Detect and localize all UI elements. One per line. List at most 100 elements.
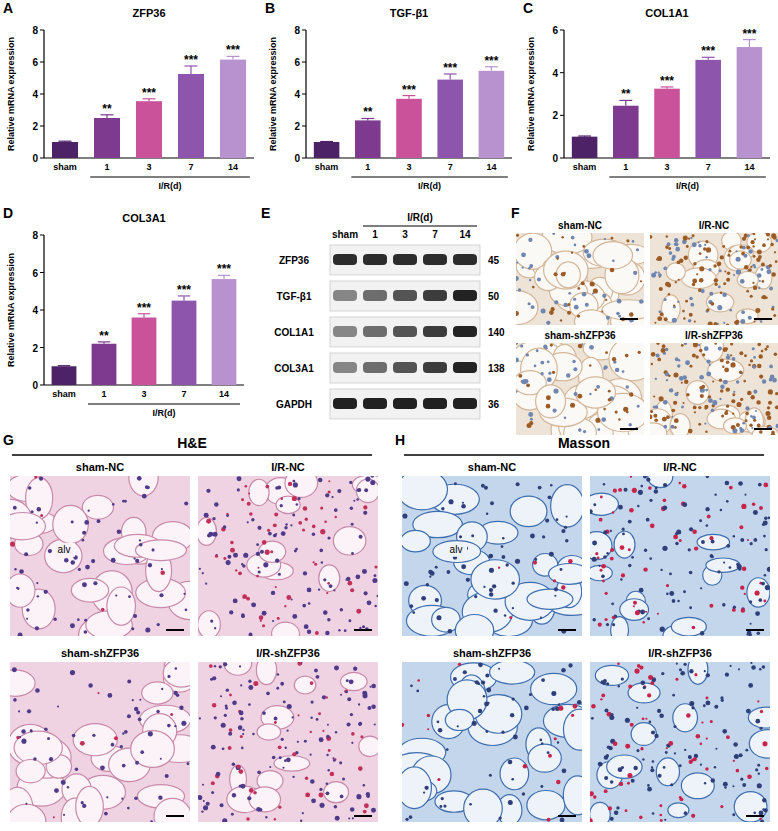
cell: [760, 710, 763, 713]
cell: [690, 303, 694, 307]
cell: [501, 730, 504, 733]
cell: [726, 735, 730, 739]
cell: [707, 515, 711, 519]
cell: [640, 280, 642, 282]
cell: [701, 289, 705, 293]
image-label: I/R-shZFP36: [685, 330, 743, 341]
group-bracket: [363, 225, 477, 226]
cell: [701, 540, 705, 544]
cell: [259, 615, 264, 620]
cell: [448, 629, 453, 634]
cell: [13, 506, 17, 510]
cell: [647, 617, 650, 620]
cell: [601, 564, 606, 569]
cell: [634, 668, 639, 673]
cell: [541, 309, 546, 314]
cell: [498, 668, 500, 670]
cell: [746, 709, 751, 714]
cell: [305, 792, 310, 797]
cell: [410, 604, 414, 608]
cell: [770, 375, 775, 380]
cell: [327, 769, 329, 771]
cell: [720, 255, 724, 259]
cell: [202, 784, 204, 786]
annotation-bg: [445, 543, 467, 557]
y-tick: [40, 385, 44, 386]
cell: [766, 345, 769, 348]
cell: [238, 769, 243, 774]
cell: [726, 323, 729, 325]
cell: [287, 704, 292, 709]
cell: [644, 549, 647, 552]
cell: [335, 816, 340, 821]
alveolus: [16, 759, 45, 782]
bar: [220, 60, 246, 158]
cell: [758, 287, 760, 289]
cell: [625, 809, 628, 812]
figure: AZFP36Relative mRNA expression02468sham*…: [0, 0, 778, 831]
cell: [657, 709, 661, 713]
cell: [753, 233, 756, 235]
cell: [618, 505, 623, 510]
cell: [651, 730, 655, 734]
cell: [675, 247, 680, 252]
cell: [734, 320, 738, 324]
cell: [745, 406, 749, 410]
cell: [632, 240, 635, 243]
cell: [556, 780, 561, 785]
alveolus: [107, 587, 136, 625]
cell: [338, 629, 340, 631]
cell: [642, 758, 644, 760]
cell: [435, 598, 439, 602]
cell: [610, 713, 613, 716]
cell: [729, 309, 732, 312]
cell: [505, 563, 508, 566]
cell: [314, 669, 318, 673]
cell: [573, 367, 577, 371]
error-bar: [184, 66, 197, 74]
cell: [362, 691, 367, 696]
cell: [352, 817, 354, 819]
cell: [651, 273, 656, 278]
cell: [88, 683, 92, 687]
cell: [767, 406, 770, 409]
cell: [705, 256, 708, 259]
cell: [747, 774, 752, 779]
cell: [246, 597, 250, 601]
cell: [654, 734, 658, 738]
cell: [558, 703, 560, 705]
blot-band: [423, 326, 447, 337]
cell: [727, 354, 729, 356]
cell: [212, 703, 216, 707]
cell: [223, 662, 227, 666]
cell: [763, 483, 768, 488]
y-tick: [40, 235, 44, 236]
alveolus: [163, 662, 190, 687]
cell: [475, 680, 479, 684]
error-bar: [578, 136, 591, 138]
cell: [291, 599, 293, 601]
cell: [763, 600, 766, 603]
cell: [658, 272, 660, 274]
cell: [600, 496, 603, 499]
lane-label: 3: [402, 229, 408, 240]
cell: [357, 488, 361, 492]
cell: [706, 371, 711, 376]
alveolus: [142, 682, 173, 704]
cell: [485, 730, 488, 733]
cell: [659, 713, 664, 718]
alveolus: [551, 485, 582, 527]
micrograph: [198, 476, 378, 636]
cell: [273, 523, 277, 527]
cell: [610, 817, 614, 821]
cell: [621, 677, 624, 680]
cell: [654, 489, 659, 494]
cell: [698, 242, 700, 244]
alveolus: [668, 803, 689, 818]
cell: [671, 416, 673, 418]
cell: [608, 746, 612, 750]
kda-label: 50: [488, 291, 500, 302]
cell: [350, 507, 353, 510]
cell: [262, 540, 267, 545]
cell: [568, 663, 572, 667]
